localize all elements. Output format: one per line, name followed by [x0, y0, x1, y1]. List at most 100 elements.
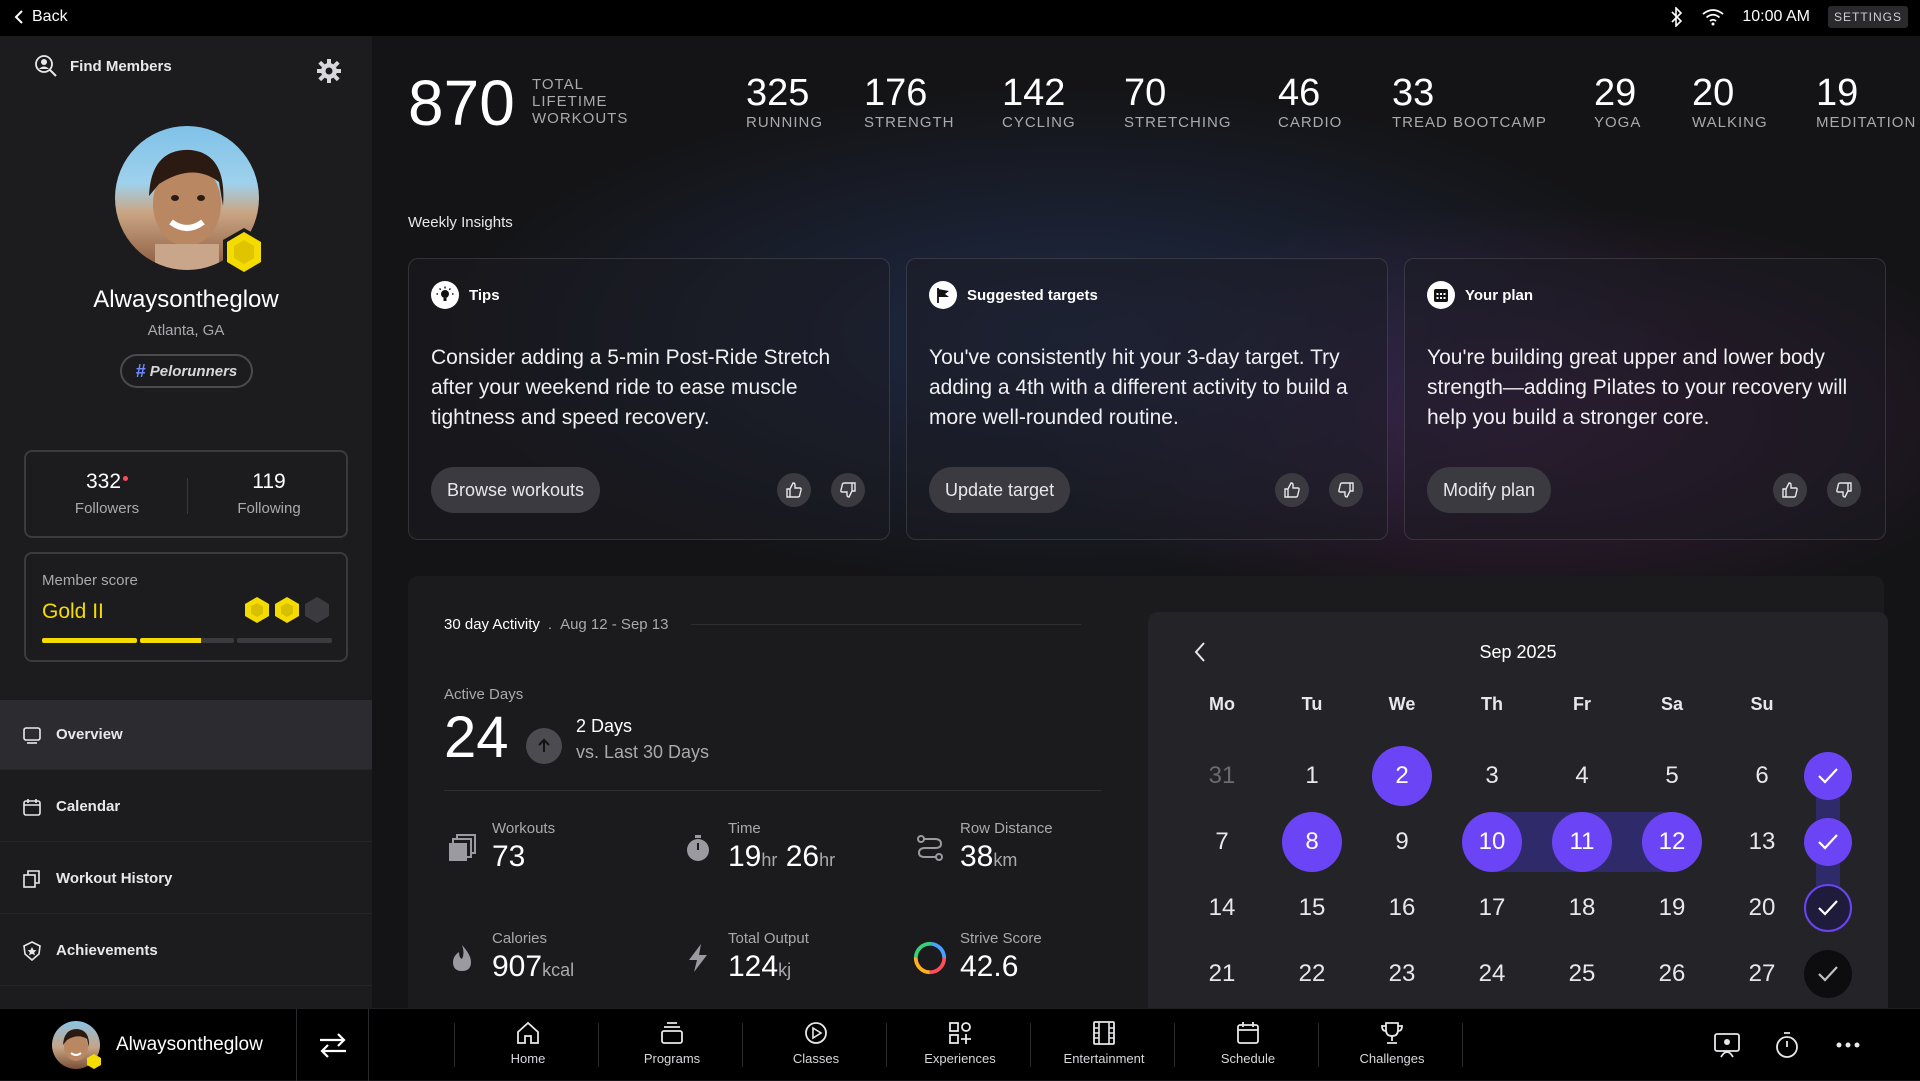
settings-button[interactable]: SETTINGS [1827, 6, 1908, 28]
sidebar-item-workout-history[interactable]: Workout History [0, 844, 372, 914]
more-icon[interactable] [1834, 1031, 1862, 1059]
week-goal-check-icon [1804, 752, 1852, 800]
stat-value: 176 [864, 72, 928, 114]
following-button[interactable]: 119 Following [188, 470, 350, 517]
tab-classes[interactable]: Classes [756, 1019, 876, 1066]
calendar-day[interactable]: 26 [1658, 960, 1686, 987]
calendar-day[interactable]: 27 [1748, 960, 1776, 987]
back-button[interactable]: Back [14, 8, 68, 26]
calendar-day[interactable]: 1 [1305, 762, 1319, 789]
stat-running[interactable]: 325 RUNNING [746, 74, 823, 131]
calendar-day[interactable]: 10 [1462, 812, 1522, 872]
stat-strength[interactable]: 176 STRENGTH [864, 74, 955, 131]
calendar-day[interactable]: 22 [1298, 960, 1326, 987]
tab-schedule[interactable]: Schedule [1188, 1019, 1308, 1066]
thumbs-down-button[interactable] [831, 473, 865, 507]
calendar-day[interactable]: 12 [1642, 812, 1702, 872]
tab-challenges[interactable]: Challenges [1332, 1019, 1452, 1066]
calendar-day[interactable]: 9 [1395, 828, 1409, 855]
calendar-day[interactable]: 25 [1568, 960, 1596, 987]
tab-home[interactable]: Home [468, 1019, 588, 1066]
calories-value: 907 [492, 950, 543, 983]
current-user[interactable]: Alwaysontheglow [52, 1021, 263, 1069]
calendar-day[interactable]: 20 [1748, 894, 1776, 921]
stat-label: STRETCHING [1124, 114, 1232, 131]
member-score-label: Member score [42, 572, 138, 589]
stat-stretching[interactable]: 70 STRETCHING [1124, 74, 1232, 131]
overview-icon [23, 726, 41, 744]
total-workouts-value: 870 [408, 67, 515, 139]
divider [1318, 1023, 1319, 1067]
sidebar-item-label: Workout History [56, 870, 173, 887]
thumbs-down-icon [1836, 482, 1852, 498]
thumbs-down-button[interactable] [1329, 473, 1363, 507]
modify-plan-button[interactable]: Modify plan [1427, 467, 1552, 513]
sidebar-item-overview[interactable]: Overview [0, 700, 372, 770]
calendar-day[interactable]: 4 [1575, 762, 1589, 789]
section-title: Weekly Insights [408, 214, 513, 231]
screen-share-icon[interactable] [1712, 1031, 1742, 1059]
classes-icon [805, 1022, 827, 1044]
calendar-day[interactable]: 31 [1208, 762, 1236, 789]
thumbs-up-button[interactable] [777, 473, 811, 507]
calendar-day[interactable]: 15 [1298, 894, 1326, 921]
calendar-day[interactable]: 7 [1215, 828, 1229, 855]
timer-icon[interactable] [1774, 1031, 1800, 1059]
calendar-day[interactable]: 17 [1478, 894, 1506, 921]
calendar-day[interactable]: 6 [1755, 762, 1769, 789]
calendar-day[interactable]: 8 [1282, 812, 1342, 872]
tab-experiences[interactable]: Experiences [900, 1019, 1020, 1066]
stat-tread-bootcamp[interactable]: 33 TREAD BOOTCAMP [1392, 74, 1547, 131]
card-title: Suggested targets [967, 286, 1098, 304]
thumbs-down-button[interactable] [1827, 473, 1861, 507]
thumbs-up-button[interactable] [1773, 473, 1807, 507]
stat-meditation[interactable]: 19 MEDITATION [1816, 74, 1916, 131]
calendar-day[interactable]: 3 [1485, 762, 1499, 789]
calendar-day[interactable]: 16 [1388, 894, 1416, 921]
find-members-button[interactable]: Find Members [34, 54, 172, 78]
sidebar-item-achievements[interactable]: Achievements [0, 916, 372, 986]
calendar-day[interactable]: 23 [1388, 960, 1416, 987]
member-score-card[interactable]: Member score Gold II [24, 552, 348, 662]
divider [454, 1023, 455, 1067]
chevron-left-icon[interactable] [1192, 640, 1208, 664]
gear-icon[interactable] [316, 58, 342, 84]
tab-label: Challenges [1359, 1051, 1425, 1066]
calendar-day-of-week: Mo [1209, 694, 1235, 714]
tab-programs[interactable]: Programs [612, 1019, 732, 1066]
browse-workouts-button[interactable]: Browse workouts [431, 467, 601, 513]
divider [1174, 1023, 1175, 1067]
divider [444, 790, 1102, 791]
calendar-day[interactable]: 5 [1665, 762, 1679, 789]
thumbs-up-button[interactable] [1275, 473, 1309, 507]
stat-walking[interactable]: 20 WALKING [1692, 74, 1768, 131]
active-days-label: Active Days [444, 686, 524, 703]
bluetooth-icon [1671, 7, 1683, 27]
tab-entertainment[interactable]: Entertainment [1044, 1019, 1164, 1066]
calendar-day[interactable]: 2 [1372, 746, 1432, 806]
find-members-label: Find Members [70, 57, 172, 75]
update-target-button[interactable]: Update target [929, 467, 1071, 513]
hashtag-chip[interactable]: # Pelorunners [120, 354, 253, 388]
calendar-day[interactable]: 11 [1552, 812, 1612, 872]
calendar-day[interactable]: 13 [1748, 828, 1776, 855]
divider [742, 1023, 743, 1067]
find-members-icon [35, 55, 57, 77]
calendar-day[interactable]: 21 [1208, 960, 1236, 987]
calendar-day[interactable]: 18 [1568, 894, 1596, 921]
stat-yoga[interactable]: 29 YOGA [1594, 74, 1641, 131]
stat-value: 19 [1816, 72, 1859, 114]
stat-cycling[interactable]: 142 CYCLING [1002, 74, 1076, 131]
calendar-day[interactable]: 19 [1658, 894, 1686, 921]
member-score-progress [42, 638, 332, 643]
clock: 10:00 AM [1742, 8, 1810, 25]
metric-value: 38km [960, 840, 1017, 874]
switch-user-icon[interactable] [316, 1031, 350, 1059]
followers-button[interactable]: 332 Followers [26, 470, 188, 517]
sidebar-item-calendar[interactable]: Calendar [0, 772, 372, 842]
calendar-day[interactable]: 14 [1208, 894, 1236, 921]
calendar-day[interactable]: 24 [1478, 960, 1506, 987]
divider [1462, 1023, 1463, 1067]
stat-label: WALKING [1692, 114, 1768, 131]
stat-cardio[interactable]: 46 CARDIO [1278, 74, 1342, 131]
